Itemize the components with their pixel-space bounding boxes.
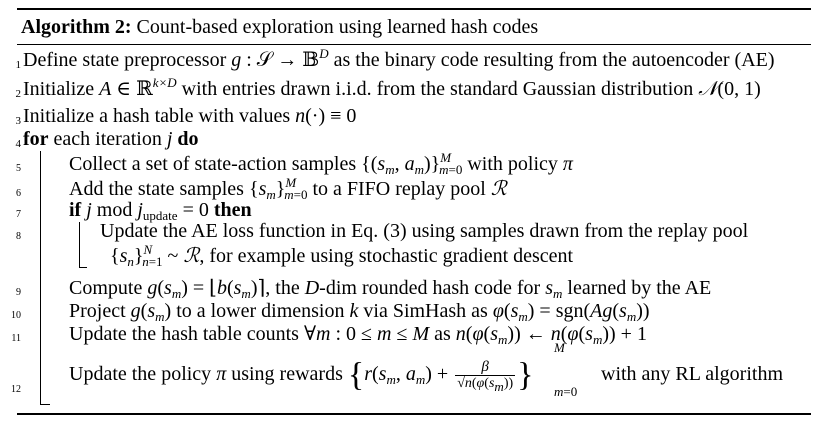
line-text: Compute g(sm) = ⌊b(sm)⌉, the D-dim round… xyxy=(69,277,712,301)
line-number: 3 xyxy=(15,115,22,127)
algorithm-caption: Algorithm 2: Count-based exploration usi… xyxy=(21,16,538,39)
line-text: Initialize A ∈ ℝk×D with entries drawn i… xyxy=(23,75,761,100)
line-text: Update the AE loss function in Eq. (3) u… xyxy=(100,220,749,242)
line-number: 11 xyxy=(11,333,21,344)
line-text-tail: with any RL algorithm xyxy=(601,363,784,385)
if-block-end xyxy=(79,267,87,268)
line-number: 5 xyxy=(16,163,21,174)
line-text: Update the policy π using rewards {r(sm,… xyxy=(69,356,534,394)
line-text: Initialize a hash table with values n(·)… xyxy=(23,105,357,127)
line-text: Add the state samples {sm}Mm=0 to a FIFO… xyxy=(69,175,507,202)
caption-label: Algorithm 2: xyxy=(21,16,132,38)
caption-rule xyxy=(17,44,811,45)
bottom-rule xyxy=(17,413,811,415)
line-number: 9 xyxy=(16,287,21,298)
line-text: {sn}Nn=1 ~ ℛ, for example using stochast… xyxy=(110,242,574,269)
line-number: 1 xyxy=(15,59,22,71)
line-number: 6 xyxy=(16,188,21,199)
line-text: Update the hash table counts ∀m : 0 ≤ m … xyxy=(69,323,647,347)
for-block-bar xyxy=(40,151,41,405)
line-number: 7 xyxy=(16,209,21,220)
line-text: Collect a set of state-action samples {(… xyxy=(69,150,573,177)
line-number: 10 xyxy=(11,310,21,321)
if-block-bar xyxy=(79,222,80,268)
algorithm-box: Algorithm 2: Count-based exploration usi… xyxy=(11,8,811,416)
line-text: Project g(sm) to a lower dimension k via… xyxy=(69,300,650,324)
for-block-end xyxy=(40,404,50,405)
caption-text: Count-based exploration using learned ha… xyxy=(136,16,539,38)
line-number: 2 xyxy=(15,88,22,100)
line-number: 4 xyxy=(15,138,22,150)
top-rule xyxy=(17,8,811,10)
line-text: for each iteration j do xyxy=(23,128,199,150)
line-number: 12 xyxy=(11,384,21,395)
line-text: Define state preprocessor g : 𝒮 → 𝔹D as … xyxy=(23,46,775,71)
line-text: if j mod jupdate = 0 then xyxy=(69,199,252,223)
line-number: 8 xyxy=(16,231,21,242)
bonus-fraction: β √n(φ(sm)) xyxy=(455,358,516,394)
